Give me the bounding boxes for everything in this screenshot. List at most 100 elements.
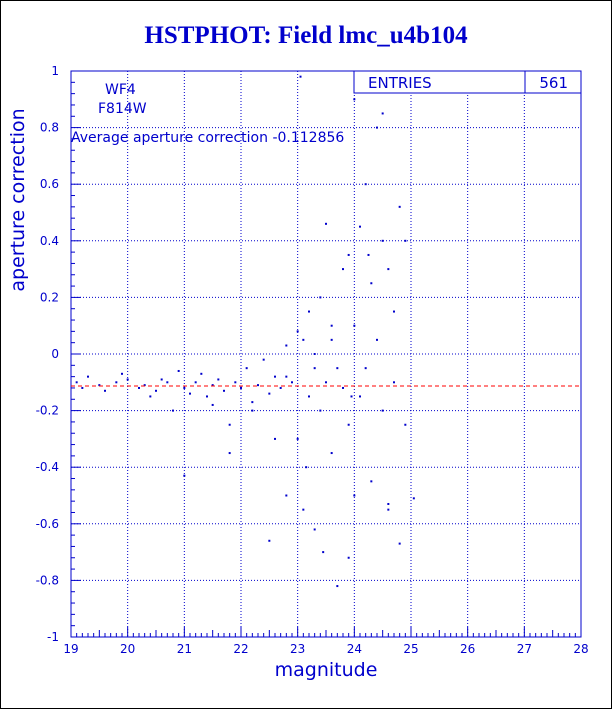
data-point [336, 585, 339, 588]
data-point [393, 381, 395, 384]
data-point [98, 384, 101, 387]
data-point [319, 409, 322, 412]
data-point [347, 423, 350, 426]
y-tick-label: -0.2 [36, 404, 59, 418]
filter-label: F814W [98, 101, 147, 117]
data-point [194, 381, 197, 384]
data-point [200, 372, 203, 375]
data-point [359, 395, 361, 398]
data-point [228, 452, 231, 455]
data-point [240, 386, 242, 389]
data-point [217, 378, 220, 381]
data-point [138, 386, 140, 389]
y-tick-label: -1 [47, 630, 59, 644]
data-point [398, 205, 401, 208]
data-point [143, 384, 146, 387]
data-point [330, 338, 333, 341]
data-point [322, 551, 325, 554]
stats-entries-label: ENTRIES [368, 74, 432, 92]
data-point [251, 401, 254, 404]
data-point [364, 367, 367, 370]
y-tick-label: 0.6 [40, 177, 59, 191]
data-point [370, 282, 373, 285]
data-point [126, 378, 129, 381]
data-point [115, 381, 118, 384]
data-point [367, 253, 370, 256]
data-point [313, 353, 316, 355]
data-point [308, 310, 310, 313]
data-point [245, 367, 248, 370]
x-tick-label: 21 [177, 642, 192, 656]
data-point [121, 372, 123, 375]
data-point [376, 338, 378, 341]
data-point [313, 367, 316, 370]
y-tick-label: 1 [51, 64, 59, 78]
data-point [279, 386, 282, 389]
data-point [268, 392, 271, 395]
data-point [251, 409, 254, 412]
data-point [325, 381, 327, 384]
data-point [183, 386, 186, 389]
data-point [347, 556, 350, 559]
data-point [172, 409, 174, 412]
data-point [104, 389, 106, 392]
data-point [325, 222, 327, 225]
data-point [305, 466, 308, 469]
data-point [285, 494, 288, 497]
x-tick-label: 23 [290, 642, 305, 656]
data-point [353, 494, 356, 497]
data-point [155, 389, 157, 392]
data-point [364, 183, 367, 186]
data-point [206, 395, 208, 398]
data-point [149, 395, 152, 398]
data-point [393, 310, 395, 313]
data-point [285, 375, 288, 378]
data-point [313, 528, 316, 531]
data-point [381, 409, 384, 412]
data-point [336, 367, 339, 370]
data-point [330, 324, 333, 327]
data-point [274, 437, 276, 440]
data-point [350, 395, 353, 398]
x-tick-label: 28 [573, 642, 588, 656]
data-point [347, 253, 350, 256]
data-point [404, 239, 407, 242]
data-point [211, 403, 214, 406]
y-tick-label: -0.4 [36, 460, 59, 474]
data-point [177, 369, 180, 372]
data-point [296, 330, 299, 333]
data-point [412, 497, 415, 500]
data-point [183, 474, 186, 477]
x-tick-label: 27 [517, 642, 532, 656]
data-point [211, 384, 214, 387]
y-tick-label: -0.8 [36, 573, 59, 587]
data-point [302, 338, 305, 341]
x-tick-label: 20 [120, 642, 135, 656]
data-point [87, 375, 89, 378]
data-point [376, 126, 378, 129]
y-tick-label: 0.8 [40, 121, 59, 135]
data-point [387, 268, 390, 271]
stats-box [353, 70, 582, 94]
data-point [81, 386, 84, 389]
stats-entries-value: 561 [539, 74, 568, 92]
data-point [370, 480, 373, 483]
data-point [262, 358, 265, 361]
y-tick-label: -0.6 [36, 517, 59, 531]
data-point [359, 225, 361, 228]
grid-lines [71, 71, 581, 637]
chart-title: HSTPHOT: Field lmc_u4b104 [144, 22, 468, 49]
data-points [75, 75, 415, 588]
data-point [274, 375, 276, 378]
y-tick-label: 0.4 [40, 234, 59, 248]
data-point [257, 384, 259, 387]
data-point [302, 508, 305, 511]
data-point [398, 542, 401, 545]
data-point [319, 296, 322, 299]
data-point [404, 423, 407, 426]
y-axis-label: aperture correction [7, 108, 29, 291]
data-point [166, 381, 169, 384]
data-point [330, 452, 333, 455]
x-tick-label: 26 [460, 642, 475, 656]
data-point [342, 268, 344, 271]
